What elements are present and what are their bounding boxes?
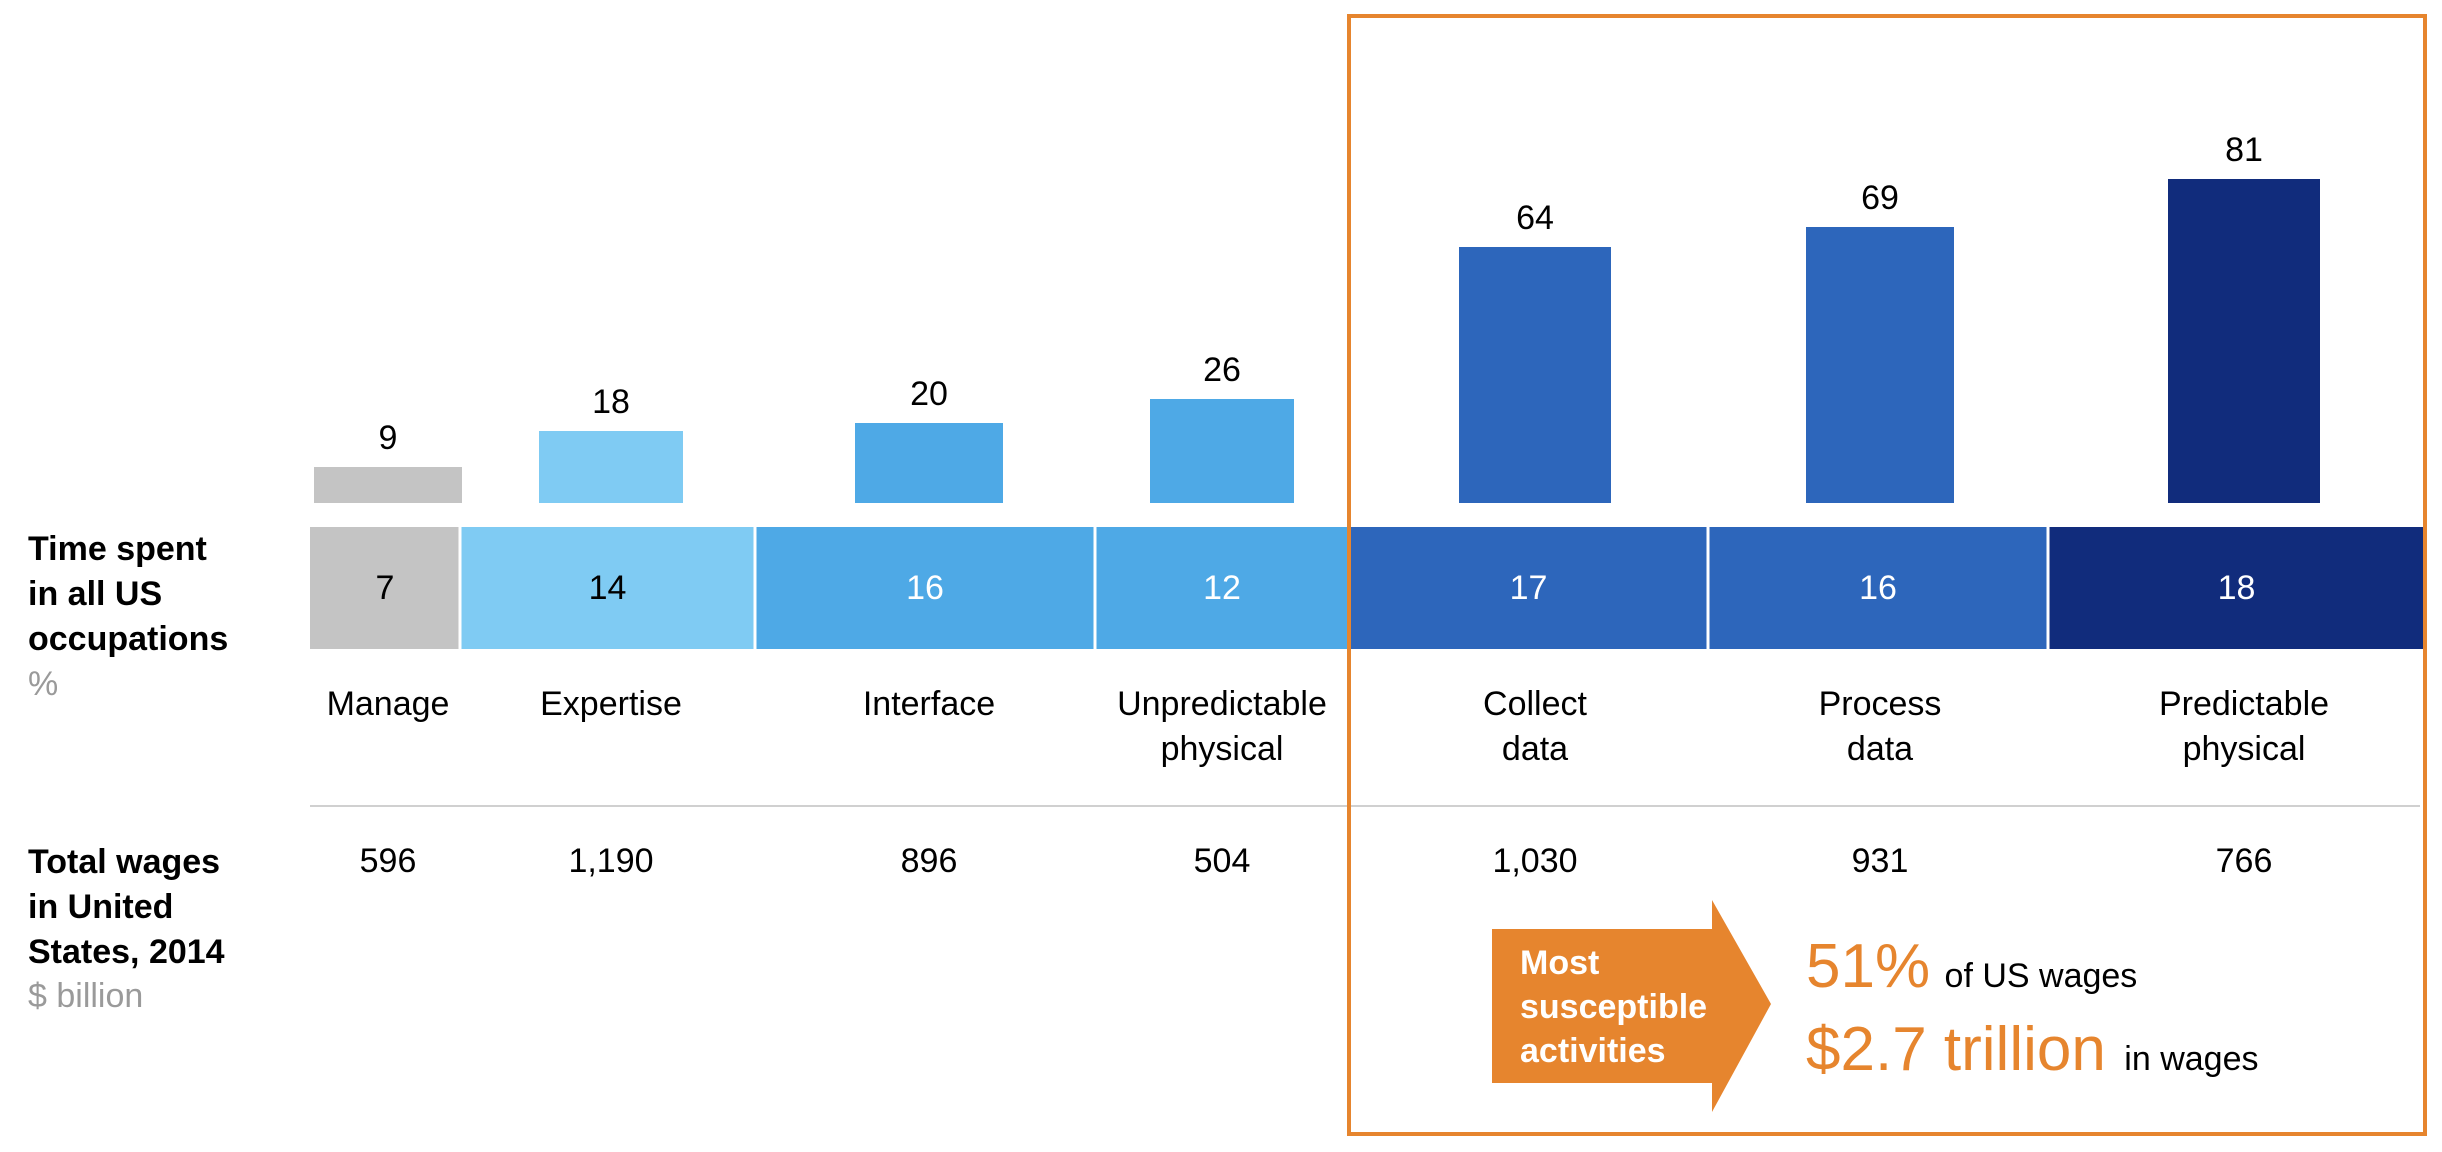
category-label-line: Predictable bbox=[2158, 685, 2330, 723]
stat-wage-share-text: of US wages bbox=[1944, 957, 2138, 995]
time-spent-cell bbox=[460, 527, 755, 649]
time-spent-cell bbox=[2048, 527, 2425, 649]
category-label-line: Unpredictable bbox=[1117, 685, 1327, 723]
time-spent-cell bbox=[1708, 527, 2048, 649]
time-spent-value: 7 bbox=[375, 569, 395, 607]
stat-wage-total: $2.7 trillion in wages bbox=[1806, 1014, 2258, 1085]
category-label-line: Collect bbox=[1483, 685, 1587, 723]
bar-value-label: 18 bbox=[592, 383, 630, 421]
total-wages-title-line: Total wages bbox=[28, 843, 221, 881]
category-label: Interface bbox=[799, 682, 1059, 727]
stat-wage-total-text: in wages bbox=[2124, 1040, 2259, 1078]
bar bbox=[2168, 179, 2320, 503]
time-spent-title-line: occupations bbox=[28, 620, 229, 658]
stat-wage-share: 51% of US wages bbox=[1806, 931, 2137, 1002]
category-label-line: physical bbox=[1160, 730, 1284, 768]
category-label: Process data bbox=[1750, 682, 2010, 772]
time-spent-value: 17 bbox=[1509, 569, 1548, 607]
total-wages-row-title: Total wages in United States, 2014 bbox=[28, 840, 225, 975]
bar bbox=[539, 431, 683, 503]
arrow-callout-line: susceptible bbox=[1520, 988, 1708, 1026]
time-spent-value: 18 bbox=[2217, 569, 2256, 607]
category-label: Manage bbox=[258, 682, 518, 727]
total-wages-title-line: States, 2014 bbox=[28, 933, 225, 971]
bar bbox=[1150, 399, 1294, 503]
category-label-line: physical bbox=[2182, 730, 2306, 768]
time-spent-value: 16 bbox=[1859, 569, 1897, 607]
category-label: Expertise bbox=[481, 682, 741, 727]
bar bbox=[855, 423, 1003, 503]
bar-value-label: 69 bbox=[1861, 179, 1899, 217]
bar-value-label: 9 bbox=[378, 419, 398, 457]
category-label: Collect data bbox=[1405, 682, 1665, 772]
time-spent-title-line: Time spent bbox=[28, 530, 207, 568]
time-spent-cell bbox=[1349, 527, 1708, 649]
time-spent-cell bbox=[310, 527, 460, 649]
time-spent-value: 16 bbox=[906, 569, 944, 607]
bar bbox=[314, 467, 462, 503]
total-wage-value: 1,030 bbox=[1492, 842, 1578, 880]
total-wages-title-line: in United bbox=[28, 888, 174, 926]
total-wage-value: 766 bbox=[2215, 842, 2273, 880]
bar-value-label: 64 bbox=[1516, 199, 1554, 237]
bar bbox=[1459, 247, 1611, 503]
total-wage-value: 504 bbox=[1193, 842, 1251, 880]
total-wage-value: 931 bbox=[1851, 842, 1909, 880]
bar bbox=[1806, 227, 1954, 503]
category-label-line: Expertise bbox=[540, 685, 682, 723]
stat-wage-total-value: $2.7 trillion bbox=[1806, 1015, 2106, 1084]
bar-value-label: 81 bbox=[2225, 131, 2263, 169]
time-spent-row-title: Time spent in all US occupations bbox=[28, 527, 228, 662]
time-spent-cell bbox=[1095, 527, 1349, 649]
time-spent-title-line: in all US bbox=[28, 575, 163, 613]
arrow-callout-text: Most susceptible activities bbox=[1520, 941, 1760, 1073]
bar-group bbox=[314, 179, 2320, 503]
bar-value-label: 20 bbox=[910, 375, 948, 413]
time-spent-unit: % bbox=[28, 665, 59, 703]
arrow-callout-line: Most bbox=[1520, 944, 1600, 982]
total-wage-value: 1,190 bbox=[568, 842, 654, 880]
stat-wage-share-value: 51% bbox=[1806, 932, 1931, 1001]
susceptible-highlight-box bbox=[1347, 14, 2427, 1136]
total-wage-value: 896 bbox=[900, 842, 958, 880]
bar-value-label: 26 bbox=[1203, 351, 1241, 389]
category-label: Predictable physical bbox=[2114, 682, 2374, 772]
total-wages-unit: $ billion bbox=[28, 977, 144, 1015]
category-label-line: Interface bbox=[862, 685, 996, 723]
category-label-line: Process bbox=[1818, 685, 1942, 723]
category-label-line: Manage bbox=[326, 685, 450, 723]
time-spent-value: 12 bbox=[1203, 569, 1241, 607]
arrow-callout-line: activities bbox=[1520, 1032, 1666, 1070]
time-spent-value: 14 bbox=[588, 569, 627, 607]
time-spent-cell bbox=[755, 527, 1095, 649]
time-spent-strip bbox=[310, 527, 2425, 649]
category-label-line: data bbox=[1846, 730, 1914, 768]
category-label-line: data bbox=[1501, 730, 1569, 768]
total-wage-value: 596 bbox=[359, 842, 417, 880]
category-label: Unpredictable physical bbox=[1092, 682, 1352, 772]
susceptible-arrow bbox=[1492, 900, 1771, 1112]
